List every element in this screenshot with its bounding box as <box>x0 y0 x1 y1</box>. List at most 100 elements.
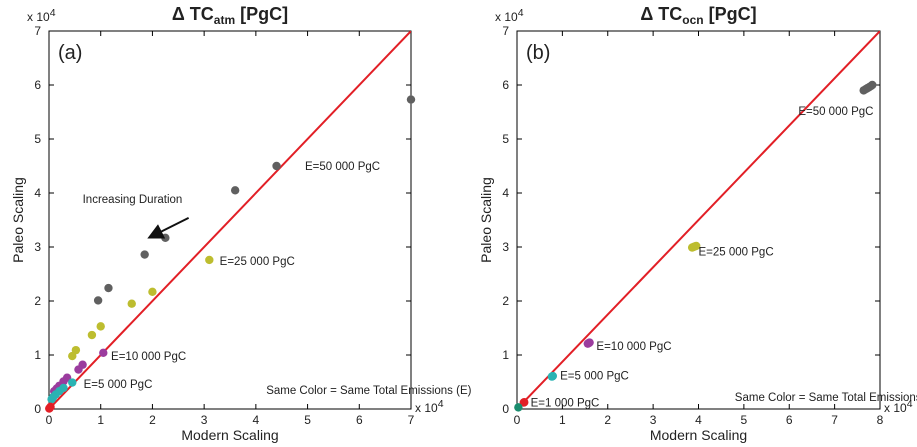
chart-title-unit: [PgC] <box>235 4 288 24</box>
emissions-annotation: E=50 000 PgC <box>305 161 380 173</box>
chart-title: Δ TCocn [PgC] <box>640 4 756 27</box>
y-axis-label: Paleo Scaling <box>10 177 26 263</box>
x-axis-label: Modern Scaling <box>650 427 747 443</box>
emissions-annotation: E=25 000 PgC <box>220 256 295 268</box>
data-point <box>205 255 214 265</box>
panel-label: (a) <box>58 42 82 64</box>
data-point <box>148 287 157 297</box>
data-point <box>104 283 113 293</box>
y-exponent-power: 4 <box>50 7 56 19</box>
x-tick-label: 1 <box>97 413 104 427</box>
y-tick-label: 4 <box>34 186 41 200</box>
x-tick-label: 0 <box>514 413 521 427</box>
data-point <box>514 403 523 412</box>
emissions-annotation: Same Color = Same Total Emissions (E) <box>266 385 471 397</box>
data-point <box>272 161 281 171</box>
y-exponent-power: 4 <box>518 7 524 19</box>
emissions-annotation: E=1 000 PgC <box>531 398 600 410</box>
chart-title-main: Δ TC <box>172 4 214 24</box>
series-3 <box>547 371 558 381</box>
y-tick-label: 6 <box>502 78 509 92</box>
y-tick-label: 7 <box>34 24 41 38</box>
data-point <box>68 351 77 361</box>
y-tick-label: 5 <box>502 132 509 146</box>
data-point <box>520 398 529 407</box>
x-tick-label: 7 <box>831 413 838 427</box>
x-tick-label: 3 <box>650 413 657 427</box>
x-tick-label: 5 <box>741 413 748 427</box>
y-tick-label: 2 <box>34 294 41 308</box>
x-tick-label: 2 <box>149 413 156 427</box>
y-tick-label: 4 <box>502 186 509 200</box>
y-tick-label: 1 <box>34 348 41 362</box>
emissions-annotation: Same Color = Same Total Emissions (E) <box>735 392 917 404</box>
y-tick-label: 0 <box>34 402 41 416</box>
data-point <box>68 378 77 387</box>
x-exponent-power: 4 <box>907 398 913 410</box>
x-tick-label: 6 <box>786 413 793 427</box>
one-to-one-line <box>49 31 411 409</box>
data-point <box>868 80 877 90</box>
data-point <box>99 348 108 358</box>
emissions-annotation: E=5 000 PgC <box>560 371 629 383</box>
y-tick-label: 0 <box>502 402 509 416</box>
series-2 <box>583 338 594 348</box>
emissions-annotation: E=10 000 PgC <box>596 341 671 353</box>
x-tick-label: 2 <box>604 413 611 427</box>
series-5 <box>514 403 523 412</box>
data-point <box>96 322 105 331</box>
chart-title: Δ TCatm [PgC] <box>172 4 288 27</box>
data-point <box>74 365 83 374</box>
series-1 <box>687 241 701 252</box>
x-tick-label: 6 <box>356 413 363 427</box>
data-point <box>692 241 701 251</box>
series-0 <box>859 80 877 95</box>
series-4 <box>45 402 55 413</box>
data-point <box>548 371 558 381</box>
duration-arrow <box>147 216 190 239</box>
data-point <box>87 330 97 340</box>
data-point <box>406 95 416 104</box>
x-exponent-power: 4 <box>438 398 444 410</box>
data-point <box>230 186 240 195</box>
y-tick-label: 3 <box>34 240 41 254</box>
data-point <box>93 296 103 305</box>
x-tick-label: 4 <box>695 413 702 427</box>
duration-annotation: Increasing Duration <box>83 194 183 206</box>
y-exponent-label: x 104 <box>27 7 56 24</box>
series-3 <box>47 378 77 404</box>
x-tick-label: 7 <box>408 413 415 427</box>
data-point <box>45 404 54 413</box>
y-tick-label: 7 <box>502 24 509 38</box>
y-axis-label: Paleo Scaling <box>478 177 494 263</box>
one-to-one-line <box>517 31 880 409</box>
emissions-annotation: E=25 000 PgC <box>699 246 774 258</box>
series-1 <box>68 255 214 361</box>
x-tick-label: 4 <box>253 413 260 427</box>
y-tick-label: 5 <box>34 132 41 146</box>
y-tick-label: 2 <box>502 294 509 308</box>
x-exponent-label: x 104 <box>415 398 444 415</box>
panel-label: (b) <box>526 42 550 64</box>
data-point <box>585 338 594 347</box>
x-tick-label: 1 <box>559 413 566 427</box>
data-point <box>127 299 136 308</box>
y-exponent-label: x 104 <box>495 7 524 24</box>
emissions-annotation: E=5 000 PgC <box>84 379 153 391</box>
x-axis-label: Modern Scaling <box>181 427 278 443</box>
emissions-annotation: E=10 000 PgC <box>111 351 186 363</box>
chart-title-subscript: ocn <box>682 13 703 27</box>
chart-title-main: Δ TC <box>640 4 682 24</box>
chart-title-subscript: atm <box>214 13 235 27</box>
plot-frame <box>48 30 412 410</box>
x-tick-label: 8 <box>877 413 884 427</box>
y-tick-label: 1 <box>502 348 509 362</box>
chart-title-unit: [PgC] <box>704 4 757 24</box>
data-point <box>47 395 56 404</box>
data-point <box>140 250 149 259</box>
x-tick-label: 0 <box>46 413 53 427</box>
y-tick-label: 3 <box>502 240 509 254</box>
